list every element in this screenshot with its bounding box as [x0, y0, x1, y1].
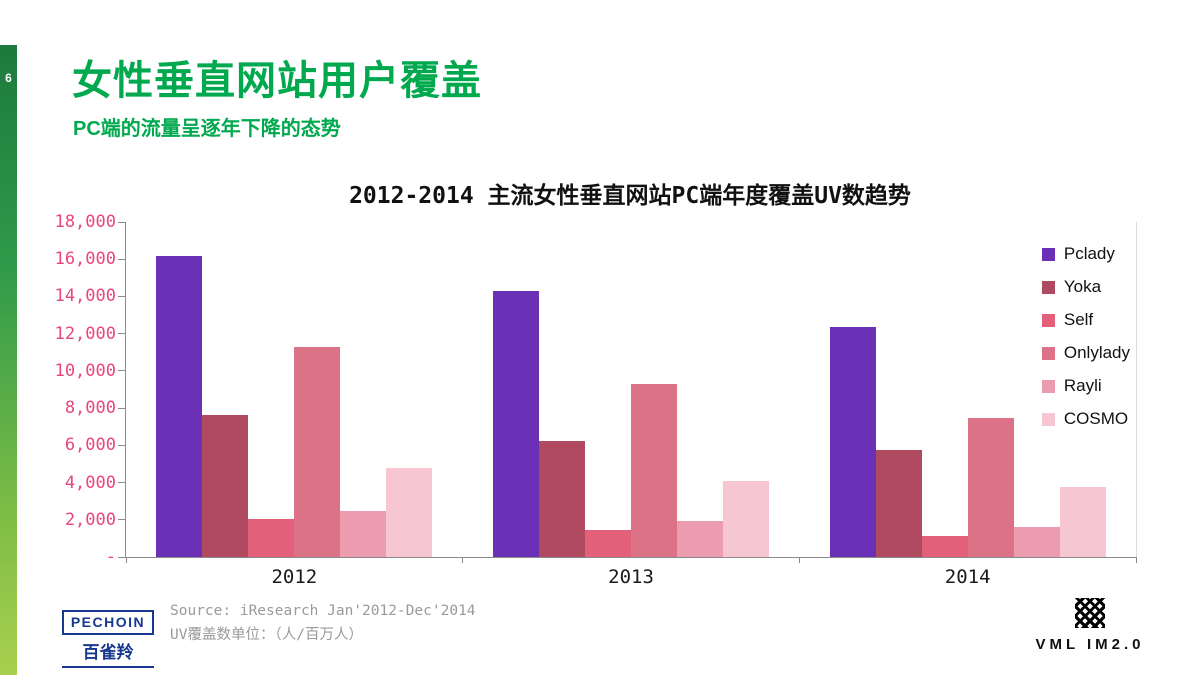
bar-yoka-2014: [875, 450, 922, 557]
legend-swatch-icon: [1041, 412, 1055, 426]
legend-item-onlylady: Onlylady: [1041, 343, 1130, 363]
y-axis-tick: [118, 407, 126, 409]
x-axis-tick: [798, 557, 800, 563]
legend-label: Rayli: [1063, 376, 1102, 395]
y-axis-label: 6,000: [64, 435, 116, 456]
bar-group-2013: [463, 222, 800, 557]
left-accent-strip: 6: [0, 45, 17, 675]
legend-swatch-icon: [1041, 346, 1055, 360]
vml-logo: VML IM2.0: [1030, 598, 1150, 653]
legend-swatch-icon: [1041, 379, 1055, 393]
x-axis-label-2012: 2012: [271, 566, 318, 588]
y-axis-tick: [118, 221, 126, 223]
y-axis-tick: [118, 444, 126, 446]
bar-onlylady-2012: [294, 346, 341, 557]
y-axis-label: 2,000: [64, 509, 116, 530]
chart-title: 2012-2014 主流女性垂直网站PC端年度覆盖UV数趋势: [349, 183, 911, 209]
x-axis-label-2014: 2014: [944, 566, 991, 588]
legend-swatch-icon: [1041, 313, 1055, 327]
source-note: Source: iResearch Jan'2012-Dec'2014 UV覆盖…: [170, 603, 476, 643]
slide-title: 女性垂直网站用户覆盖: [72, 59, 482, 103]
bar-pclady-2012: [156, 255, 203, 557]
y-axis-label: 4,000: [64, 472, 116, 493]
x-axis-tick: [462, 557, 464, 563]
pechoin-logo-cn: 百雀羚: [82, 643, 134, 662]
bar-chart-plot-area: 18,000 16,000 14,000 12,000 10,000 8,000 6,000…: [55, 213, 1137, 588]
y-axis-label: 14,000: [54, 286, 116, 307]
bar-cosmo-2012: [386, 467, 433, 557]
pechoin-logo-underline: [62, 666, 154, 668]
bar-rayli-2014: [1013, 527, 1060, 557]
y-axis-tick: [118, 258, 126, 260]
bars-container: [126, 222, 1136, 557]
y-axis-label: 12,000: [54, 323, 116, 344]
y-axis-label: 18,000: [54, 212, 116, 232]
bar-group-2014: [799, 222, 1136, 557]
vml-pattern-icon: [1075, 598, 1105, 628]
legend-swatch-icon: [1041, 247, 1055, 261]
y-axis: 18,000 16,000 14,000 12,000 10,000 8,000 6,000…: [16, 213, 116, 566]
bar-self-2014: [921, 535, 968, 557]
legend-item-cosmo: COSMO: [1041, 409, 1130, 429]
x-axis-tick: [125, 557, 127, 563]
y-axis-label: 8,000: [64, 398, 116, 419]
chart-legend: Pclady Yoka Self Onlylady Rayli COSMO: [1041, 244, 1130, 442]
y-axis-label: 10,000: [54, 360, 116, 381]
x-axis-tick: [1135, 557, 1137, 563]
bar-onlylady-2014: [967, 418, 1014, 557]
bar-onlylady-2013: [631, 383, 677, 557]
legend-label: Self: [1063, 310, 1094, 329]
legend-label: COSMO: [1063, 409, 1129, 428]
legend-swatch-icon: [1041, 280, 1055, 294]
bar-self-2012: [248, 518, 295, 557]
slide-subtitle: PC端的流量呈逐年下降的态势: [73, 118, 341, 140]
legend-item-rayli: Rayli: [1041, 376, 1130, 396]
y-axis-tick: [118, 482, 126, 484]
vml-logo-text: VML IM2.0: [1035, 636, 1145, 653]
bar-pclady-2014: [829, 327, 876, 557]
legend-label: Pclady: [1063, 244, 1115, 263]
x-axis-labels: 2012 2013 2014: [126, 566, 1136, 588]
legend-item-self: Self: [1041, 310, 1130, 330]
bar-cosmo-2014: [1059, 487, 1106, 557]
bar-rayli-2013: [677, 520, 723, 557]
bar-yoka-2013: [539, 440, 585, 557]
legend-label: Yoka: [1063, 277, 1102, 296]
bar-rayli-2012: [340, 511, 387, 557]
legend-label: Onlylady: [1063, 343, 1130, 362]
bar-cosmo-2013: [723, 480, 769, 557]
y-axis-label: -: [105, 547, 116, 567]
pechoin-logo-text: PECHOIN: [62, 610, 154, 635]
legend-item-pclady: Pclady: [1041, 244, 1130, 264]
y-axis-tick: [118, 333, 126, 335]
bar-self-2013: [585, 530, 631, 557]
y-axis-tick: [118, 519, 126, 521]
y-axis-tick: [118, 370, 126, 372]
y-axis-tick: [118, 556, 126, 558]
pechoin-logo: PECHOIN 百雀羚: [62, 610, 154, 668]
y-axis-label: 16,000: [54, 249, 116, 270]
y-axis-tick: [118, 295, 126, 297]
x-axis-label-2013: 2013: [608, 566, 654, 588]
page-number: 6: [5, 71, 12, 85]
bar-yoka-2012: [202, 414, 249, 557]
legend-item-yoka: Yoka: [1041, 277, 1130, 297]
bar-group-2012: [126, 222, 463, 557]
bar-pclady-2013: [493, 290, 539, 557]
